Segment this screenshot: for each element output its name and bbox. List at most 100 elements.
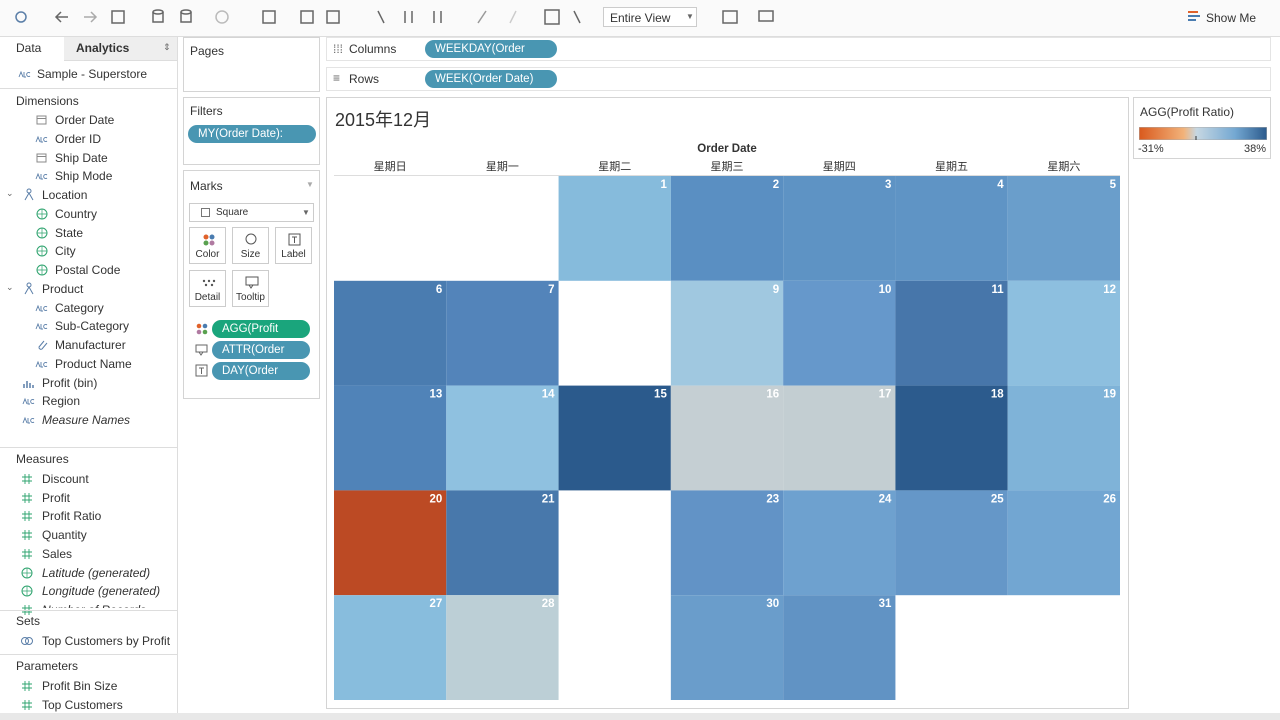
field[interactable]: Product Name (55, 356, 132, 371)
field[interactable]: Ship Mode (55, 169, 113, 184)
legend-title: AGG(Profit Ratio) (1140, 105, 1235, 119)
field-icon (24, 188, 34, 201)
field-icon (22, 699, 32, 710)
show-me[interactable]: Show Me (1206, 11, 1257, 25)
field-icon (18, 70, 31, 78)
calendar-cell (670, 490, 784, 596)
calendar-cell (334, 385, 447, 491)
field-icon (36, 227, 48, 238)
field-icon (36, 245, 48, 257)
field[interactable]: Manufacturer (55, 338, 126, 352)
field[interactable]: Top Customers by Profit (42, 634, 171, 648)
field[interactable]: Quantity (42, 528, 87, 543)
day-label: 21 (542, 493, 555, 505)
calendar-cell (670, 280, 784, 386)
data-source[interactable]: Sample - Superstore (37, 67, 148, 81)
field-icon (35, 360, 48, 368)
field[interactable]: Country (55, 206, 98, 221)
toolbar-icons (15, 9, 774, 25)
calendar-cell (895, 176, 1008, 281)
day-label: 17 (879, 389, 892, 401)
field[interactable]: Profit Bin Size (42, 679, 118, 693)
day-label: 2 (773, 179, 779, 191)
field-icon (22, 416, 35, 424)
mark-button[interactable]: Size (232, 227, 269, 264)
field[interactable]: Number of Records (42, 603, 146, 608)
marks-pill[interactable]: DAY(Order Date) (212, 362, 310, 380)
calendar-cell (446, 280, 559, 386)
field-icon (21, 567, 33, 578)
mark-button-label: Detail (194, 292, 221, 303)
field[interactable]: Longitude (generated) (42, 584, 161, 599)
mark-type: Square (216, 207, 249, 218)
field-icon (35, 173, 48, 180)
weekday-label: 星期日 (374, 160, 407, 173)
field-icon (22, 474, 32, 484)
weekday-label: 星期六 (1047, 160, 1080, 173)
calendar-cell (446, 385, 559, 491)
field[interactable]: Sales (42, 546, 73, 561)
marks-title: Marks (190, 179, 223, 193)
field[interactable]: Profit Ratio (42, 509, 102, 524)
field-icon (21, 637, 33, 645)
field[interactable]: Discount (42, 472, 89, 486)
pill-icon (196, 323, 208, 335)
field[interactable]: Top Customers (42, 697, 123, 712)
filter-pill[interactable]: MY(Order Date): 201.. (188, 125, 316, 143)
day-label: 28 (542, 598, 555, 610)
view-size-dropdown[interactable]: Entire View ▼ (603, 7, 697, 27)
field[interactable]: Sub-Category (55, 319, 130, 334)
mark-button[interactable]: Color (189, 227, 226, 264)
mark-button-label: Color (195, 249, 220, 260)
field[interactable]: Region (42, 394, 81, 409)
pages-card: Pages (183, 37, 320, 92)
field-icon (36, 115, 47, 125)
field[interactable]: Profit (bin) (42, 375, 98, 390)
day-label: 18 (991, 389, 1004, 401)
analytics-tab-bg (64, 37, 177, 61)
marks-pill[interactable]: AGG(Profit Rati.. (212, 320, 310, 338)
rows-pill[interactable]: WEEK(Order Date) (425, 70, 557, 88)
field-icon (36, 153, 47, 162)
field-icon (22, 398, 35, 405)
day-label: 24 (879, 493, 892, 505)
field[interactable]: Category (55, 300, 104, 315)
calendar-cell (446, 490, 559, 596)
field[interactable]: State (55, 225, 84, 240)
section-title: Sets (16, 614, 41, 628)
columns-pill[interactable]: WEEKDAY(Order Date) (425, 40, 557, 58)
field[interactable]: Product (42, 281, 84, 296)
calendar-cell (334, 595, 447, 700)
legend: AGG(Profit Ratio) -31% 38% (1133, 97, 1271, 159)
field[interactable]: Ship Date (55, 150, 108, 165)
field-icon (36, 264, 48, 276)
rows-title: Rows (349, 72, 380, 86)
calendar-cell (670, 595, 784, 700)
field[interactable]: Order ID (55, 131, 102, 146)
columns-title: Columns (349, 42, 397, 56)
marks-pill[interactable]: ATTR(Order Da.. (212, 341, 310, 359)
day-label: 11 (992, 284, 1005, 296)
field[interactable]: Latitude (generated) (42, 565, 151, 580)
mark-button[interactable]: Label (275, 227, 312, 264)
field[interactable]: City (55, 244, 76, 259)
day-label: 14 (542, 389, 555, 401)
field[interactable]: Location (42, 188, 88, 202)
day-label: 20 (429, 493, 442, 505)
mark-button[interactable]: Detail (189, 270, 226, 307)
field[interactable]: Profit (42, 490, 71, 505)
field[interactable]: Measure Names (42, 413, 131, 427)
field[interactable]: Order Date (55, 113, 115, 127)
tab[interactable]: Analytics (76, 41, 130, 55)
filters-title: Filters (190, 104, 223, 118)
pill-icon (195, 344, 208, 356)
weekday-label: 星期四 (823, 160, 856, 173)
tab[interactable]: Data (16, 41, 42, 55)
mark-type-dropdown[interactable]: Square ▼ (189, 203, 314, 222)
field[interactable]: Postal Code (55, 263, 121, 277)
calendar-cell (558, 176, 671, 281)
mark-button[interactable]: Tooltip (232, 270, 269, 307)
day-label: 5 (1110, 179, 1117, 191)
day-label: 13 (429, 389, 442, 401)
